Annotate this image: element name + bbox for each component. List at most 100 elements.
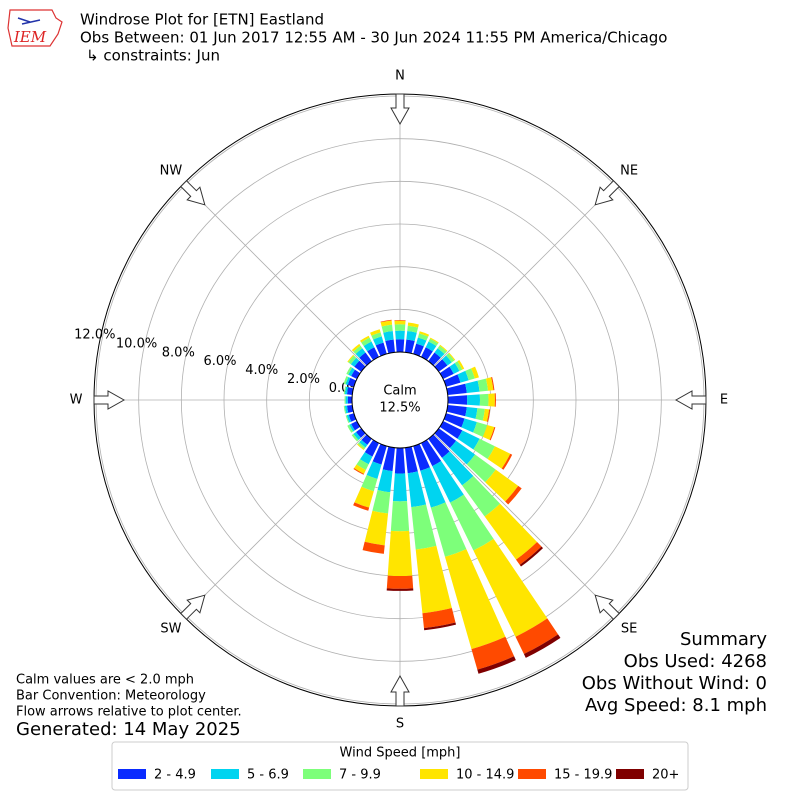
bar-segment (442, 451, 474, 486)
bar-segment (473, 422, 488, 437)
direction-label: NW (160, 163, 183, 178)
bar-segment (353, 468, 364, 475)
summary: Avg Speed: 8.1 mph (585, 695, 767, 716)
bar-segment (344, 386, 349, 395)
bar-segment (348, 367, 355, 377)
calm-circle (351, 351, 449, 449)
bar-segment (343, 405, 347, 414)
bar-segment (449, 363, 460, 374)
bar-segment (372, 443, 387, 465)
bar-segment (370, 329, 381, 336)
legend-swatch (616, 769, 644, 779)
legend-swatch (118, 769, 146, 779)
bar-segment (417, 333, 429, 341)
bar-segment (465, 368, 475, 381)
bar-segment (345, 377, 351, 386)
bar-segment (375, 342, 387, 357)
logo-lines (17, 17, 41, 25)
bar-segment (446, 353, 455, 363)
bar-segment (394, 319, 406, 321)
bar-segment (380, 319, 392, 323)
bar-segment (473, 438, 495, 460)
legend-label: 2 - 4.9 (154, 768, 196, 783)
bar-segment (443, 413, 465, 428)
bar-segment (434, 428, 457, 449)
bar-segment (428, 434, 450, 458)
legend-label: 5 - 6.9 (247, 768, 289, 783)
bar-segment (415, 545, 452, 614)
bar-segment (449, 440, 476, 465)
bar-segment (347, 424, 354, 433)
bar-segment (428, 352, 441, 366)
bar-segment (471, 366, 479, 379)
bar-segment (386, 575, 414, 589)
bar-segment (363, 341, 375, 352)
direction-arrow (93, 390, 126, 410)
bar-segment (351, 343, 361, 352)
bar-segment (454, 361, 463, 372)
bar-segment (357, 443, 365, 451)
bar-segment (477, 378, 489, 392)
bar-segment (442, 355, 452, 366)
direction-arrow (390, 674, 410, 707)
bar-segment (457, 370, 469, 383)
legend-swatch (211, 769, 239, 779)
bar-segment (360, 452, 373, 465)
bar-segment (430, 502, 467, 557)
bar-segment (434, 348, 445, 358)
bar-segment (406, 331, 417, 342)
bar-segment (346, 366, 353, 375)
bar-segment (439, 421, 463, 439)
legend-swatch (303, 769, 331, 779)
bar-segment (382, 446, 395, 472)
bar-segment (373, 336, 384, 346)
bar-segment (446, 405, 467, 417)
bar-segment (345, 415, 350, 423)
bar-segment (471, 636, 515, 670)
direction-arrow (180, 180, 206, 206)
bar-segment (439, 344, 448, 352)
direction-label: W (70, 393, 83, 408)
bar-segment (362, 541, 385, 554)
direction-arrow (674, 390, 707, 410)
bar-segment (457, 360, 465, 370)
bar-segment (364, 510, 389, 546)
bar-segment (466, 454, 496, 483)
bar-segment (447, 395, 468, 405)
bar-segment (420, 467, 446, 508)
note: Flow arrows relative to plot center. (16, 705, 242, 720)
bar-segment (407, 471, 427, 508)
bar-segment (448, 352, 456, 361)
legend-label: 10 - 14.9 (456, 768, 514, 783)
bar-segment (386, 588, 414, 591)
bar-segment (484, 503, 538, 560)
direction-label: S (396, 717, 404, 732)
bar-segment (347, 354, 354, 363)
bar-segment (432, 461, 464, 503)
bar-segment (479, 393, 489, 407)
bar-segment (444, 549, 506, 650)
r-tick-label: 6.0% (204, 354, 237, 369)
bar-segment (346, 405, 354, 413)
bar-segment (429, 337, 439, 344)
bar-segment (354, 360, 366, 372)
constraints: ↳ constraints: Jun (86, 47, 220, 65)
bar-segment (494, 393, 496, 407)
bar-segment (505, 485, 522, 505)
generated: Generated: 14 May 2025 (16, 719, 241, 740)
bar-segment (344, 405, 349, 414)
bar-segment (367, 347, 379, 361)
r-tick-label: 4.0% (245, 363, 278, 378)
bar-segment (421, 347, 433, 361)
direction-label: SE (621, 622, 637, 637)
direction-arrow (180, 594, 206, 620)
grid-spoke (433, 184, 616, 367)
direction-arrow (390, 93, 410, 126)
bar-segment (450, 494, 494, 551)
bar-segment (413, 443, 430, 471)
bar-segment (461, 418, 477, 433)
chart-title: Windrose Plot for [ETN] Eastland (80, 11, 324, 29)
bar-segment (437, 345, 447, 354)
calm-label: Calm (383, 384, 416, 399)
direction-arrow (594, 180, 620, 206)
